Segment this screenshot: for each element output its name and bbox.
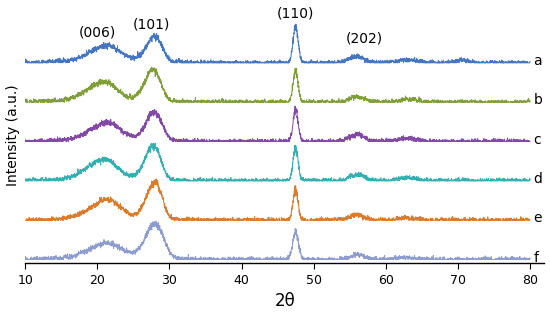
Text: c: c <box>534 132 541 147</box>
Text: a: a <box>534 54 542 68</box>
Text: (101): (101) <box>133 17 170 31</box>
Text: e: e <box>534 211 542 225</box>
Y-axis label: Intensity (a.u.): Intensity (a.u.) <box>6 84 20 185</box>
Text: b: b <box>534 93 542 107</box>
Text: (110): (110) <box>277 6 314 20</box>
Text: f: f <box>534 251 538 264</box>
Text: (006): (006) <box>79 25 116 39</box>
Text: (202): (202) <box>345 32 383 46</box>
Text: d: d <box>534 172 542 186</box>
X-axis label: 2θ: 2θ <box>274 292 295 310</box>
